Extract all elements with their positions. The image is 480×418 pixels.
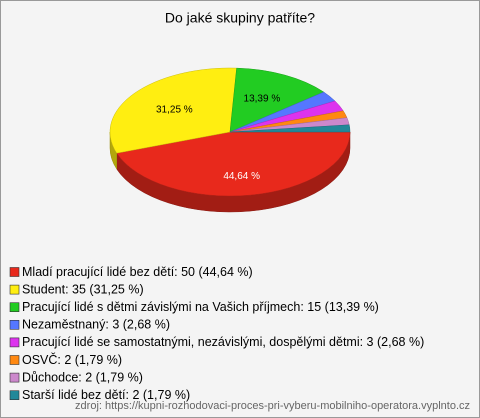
slice <box>229 124 351 133</box>
legend-swatch <box>9 390 20 401</box>
legend-label: Nezaměstnaný: 3 (2,68 %) <box>22 318 170 332</box>
data-label: 31,25 % <box>156 104 193 115</box>
slice <box>109 67 237 154</box>
slice <box>116 131 351 197</box>
legend-label: Důchodce: 2 (1,79 %) <box>22 370 143 384</box>
chart-title: Do jaké skupiny patříte? <box>165 10 315 26</box>
legend-swatch <box>9 355 20 365</box>
legend-swatch <box>9 267 20 277</box>
legend-label: Student: 35 (31,25 %) <box>22 282 144 296</box>
legend-swatch <box>9 337 20 348</box>
legend-swatch <box>9 284 20 295</box>
legend-label: Pracující lidé s dětmi závislými na Vaši… <box>22 300 379 314</box>
slice <box>229 67 325 133</box>
source-note: zdroj: https://kupni-rozhodovaci-proces-… <box>75 400 470 412</box>
legend-label: Starší lidé bez dětí: 2 (1,79 %) <box>22 388 190 402</box>
legend-label: OSVČ: 2 (1,79 %) <box>22 352 122 367</box>
legend-swatch <box>9 372 20 383</box>
legend-swatch <box>9 302 20 313</box>
legend-swatch <box>9 319 20 330</box>
data-label: 13,39 % <box>244 94 281 105</box>
legend-label: Pracující lidé se samostatnými, nezávisl… <box>22 335 424 349</box>
legend-label: Mladí pracující lidé bez dětí: 50 (44,64… <box>22 265 253 279</box>
data-label: 44,64 % <box>223 171 260 182</box>
